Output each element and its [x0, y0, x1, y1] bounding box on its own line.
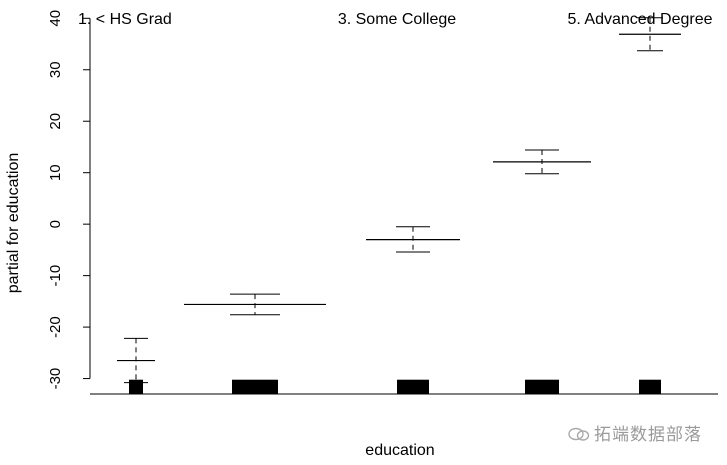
- rug-mark: [129, 379, 143, 394]
- chart-marks: [117, 17, 681, 394]
- category-3: [366, 226, 460, 394]
- category-top-label: 1. < HS Grad: [78, 11, 172, 28]
- category-5: [619, 17, 681, 394]
- x-axis-label: education: [365, 442, 434, 459]
- y-tick-label: 10: [47, 164, 64, 181]
- y-tick-label: 40: [47, 10, 64, 27]
- rug-mark: [525, 379, 559, 394]
- rug-mark: [639, 379, 661, 394]
- y-axis-label: partial for education: [5, 153, 22, 294]
- category-top-label: 3. Some College: [338, 11, 456, 28]
- rug-mark: [397, 379, 429, 394]
- watermark-text: 拓端数据部落: [594, 425, 702, 445]
- y-tick-label: 20: [47, 113, 64, 130]
- y-tick-label: -20: [47, 316, 64, 338]
- y-tick-label: 30: [47, 61, 64, 78]
- top-category-labels: 1. < HS Grad 3. Some College 5. Advanced D…: [78, 11, 713, 28]
- wechat-icon: [568, 427, 590, 441]
- y-axis: -30 -20 -10 0 10 20 30 40: [47, 10, 91, 390]
- watermark: 拓端数据部落: [568, 420, 702, 445]
- category-4: [493, 149, 591, 394]
- rug-mark: [232, 379, 278, 394]
- y-tick-label: -30: [47, 368, 64, 390]
- category-1: [117, 337, 155, 394]
- category-2: [184, 293, 326, 394]
- y-tick-label: -10: [47, 265, 64, 287]
- category-top-label: 5. Advanced Degree: [568, 11, 713, 28]
- y-tick-label: 0: [47, 220, 64, 228]
